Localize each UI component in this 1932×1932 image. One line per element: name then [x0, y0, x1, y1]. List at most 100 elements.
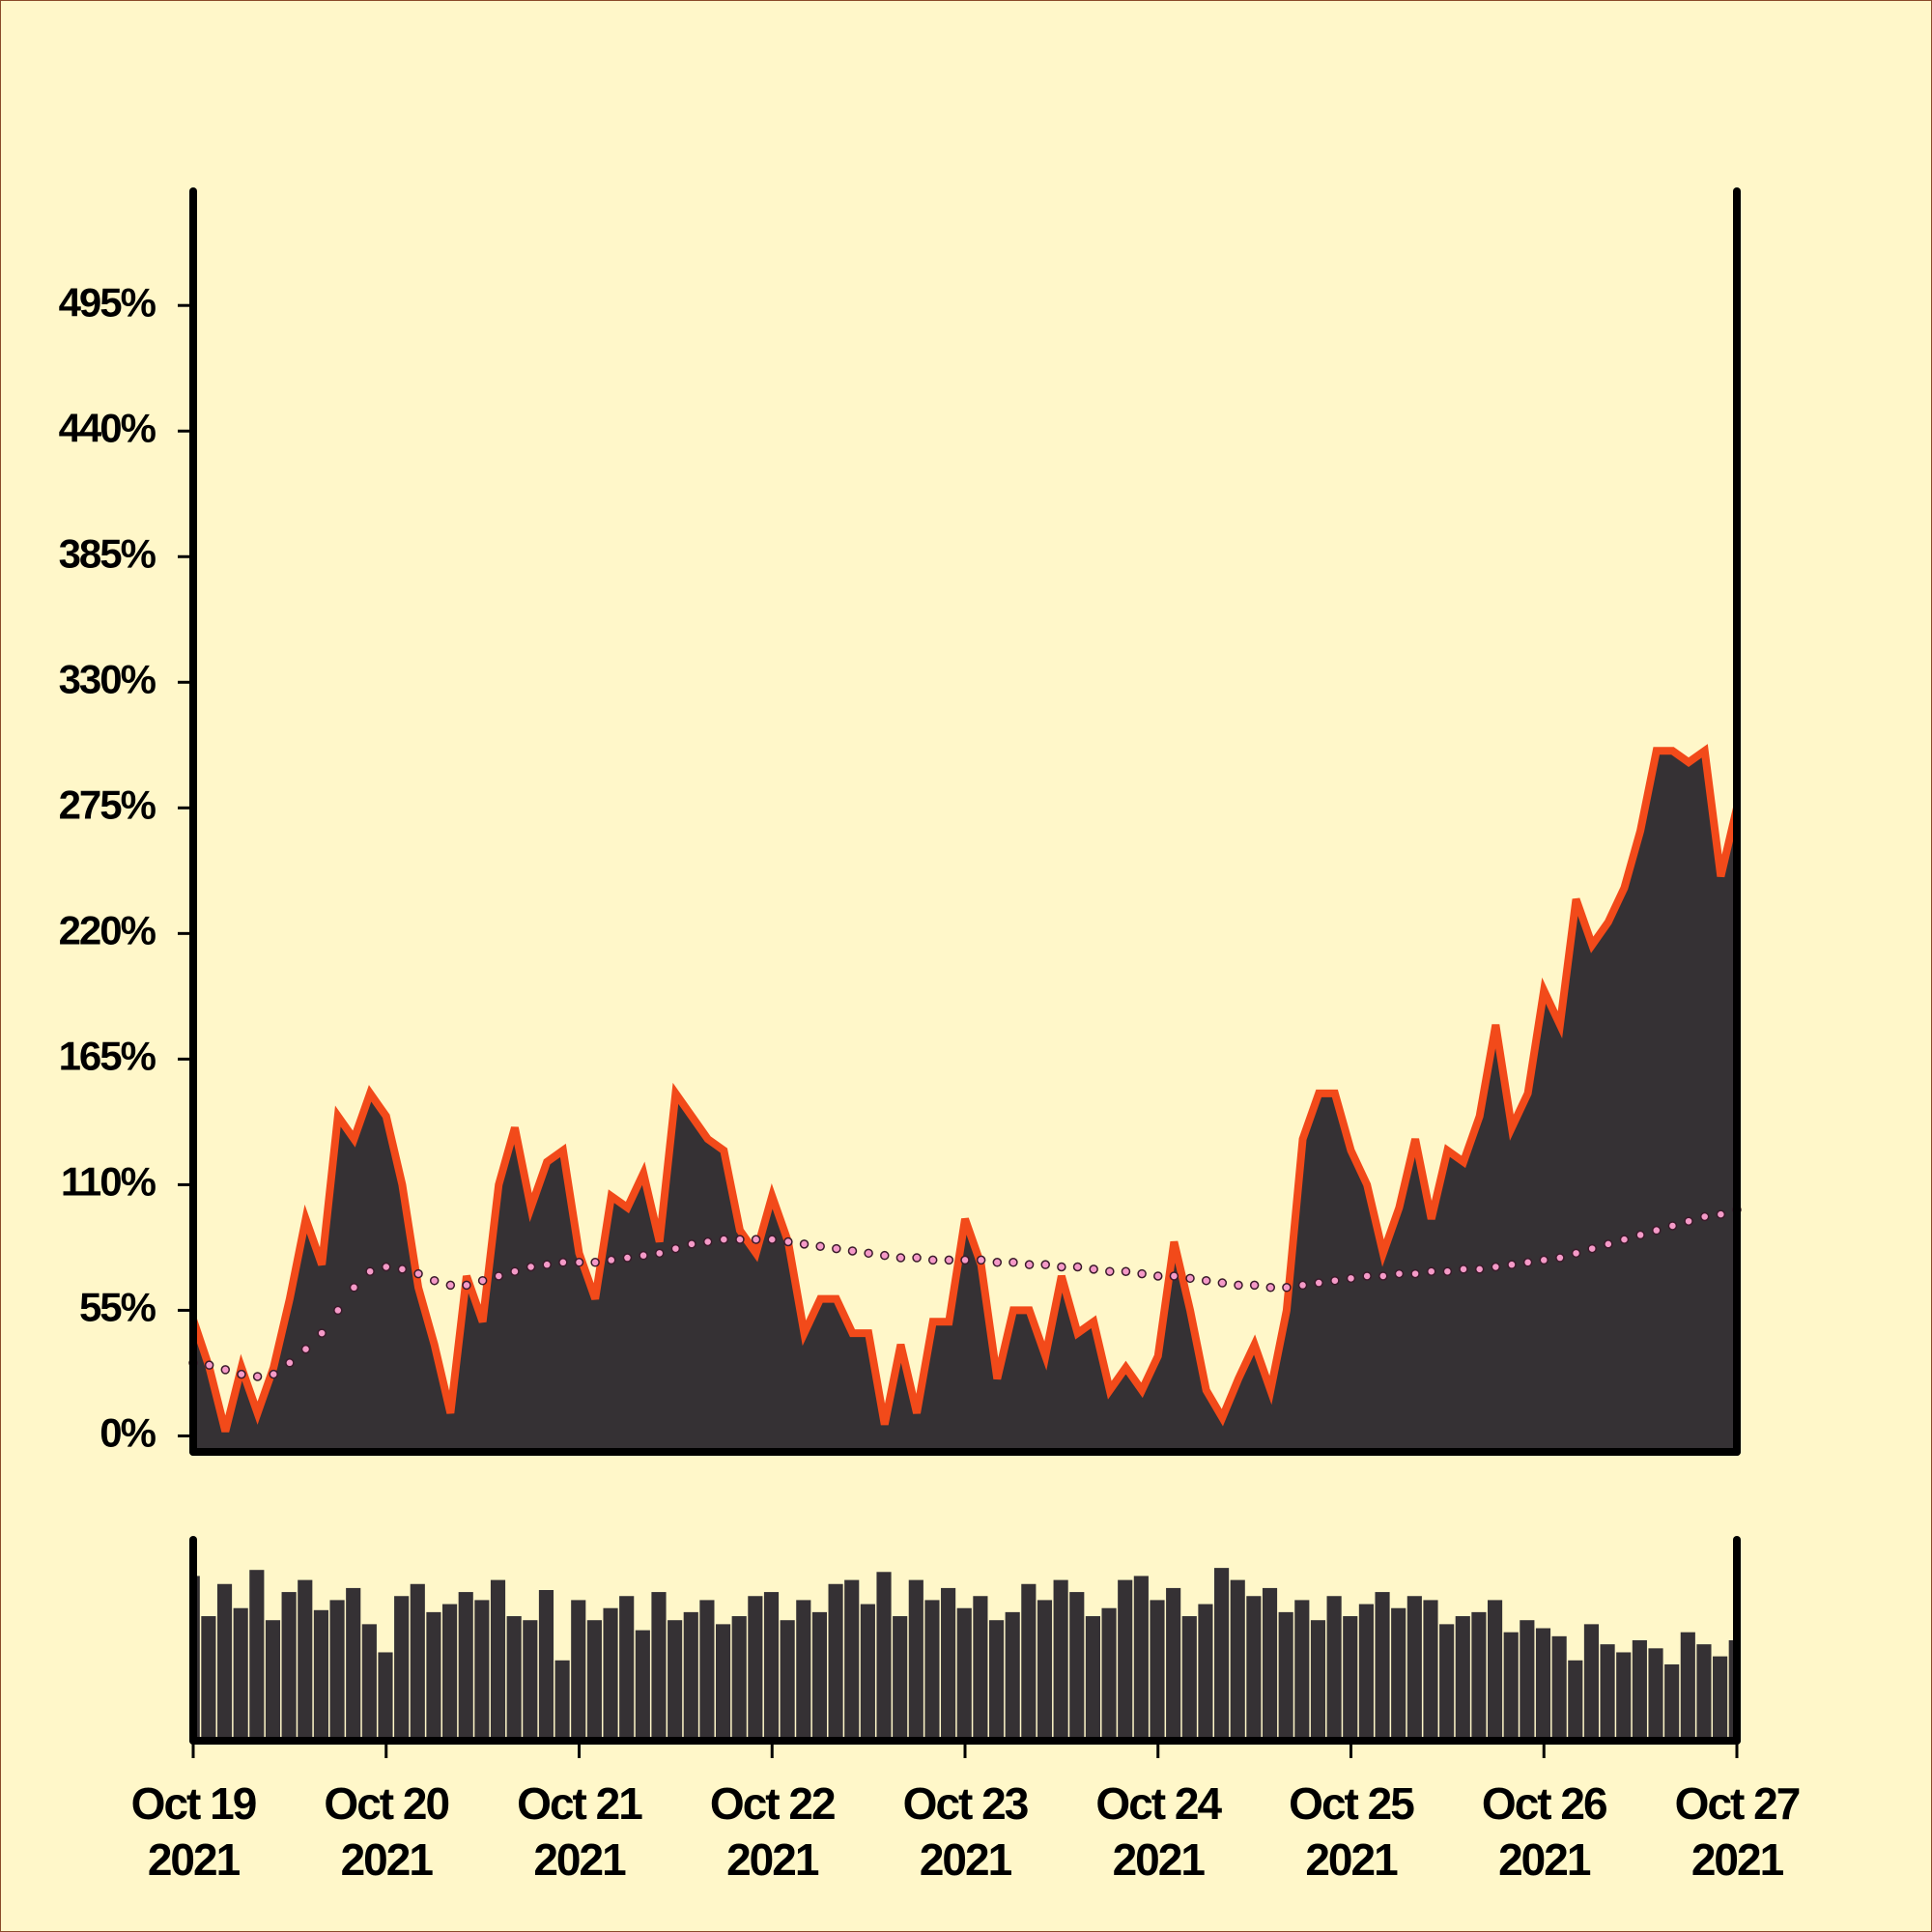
- y-tick-label: 0%: [99, 1410, 156, 1456]
- volume-bar: [1005, 1611, 1020, 1741]
- volume-bar: [651, 1592, 667, 1741]
- ma-dot: [1217, 1278, 1228, 1288]
- volume-bar: [571, 1600, 586, 1741]
- ma-dot: [1394, 1268, 1405, 1279]
- ma-dot: [832, 1243, 841, 1254]
- volume-bar: [1503, 1632, 1519, 1741]
- ma-dot: [1522, 1258, 1533, 1267]
- ma-dot: [767, 1235, 777, 1244]
- ma-dot: [799, 1239, 810, 1249]
- volume-bar: [1391, 1607, 1406, 1741]
- y-tick-label: 440%: [59, 405, 156, 450]
- volume-bar: [1535, 1628, 1551, 1741]
- volume-bar: [1439, 1624, 1455, 1741]
- ma-dot: [462, 1280, 471, 1291]
- volume-bar: [281, 1592, 297, 1741]
- ma-dot: [445, 1280, 456, 1291]
- volume-bar: [265, 1620, 281, 1741]
- volume-bar: [1487, 1600, 1503, 1741]
- ma-dot: [349, 1283, 359, 1293]
- ma-dot: [574, 1258, 584, 1267]
- volume-bar: [201, 1616, 216, 1741]
- x-tick-label: Oct 25 2021: [1289, 1778, 1415, 1885]
- y-tick-label: 165%: [59, 1033, 156, 1078]
- volume-bar: [233, 1607, 248, 1741]
- ma-dot: [1459, 1264, 1468, 1274]
- ma-dot: [1330, 1275, 1340, 1286]
- volume-bar: [490, 1579, 506, 1741]
- ma-dot: [880, 1250, 890, 1261]
- volume-bar: [699, 1600, 715, 1741]
- x-tick-label: Oct 19 2021: [130, 1778, 258, 1885]
- volume-bar: [313, 1609, 328, 1741]
- ma-dot: [1426, 1266, 1436, 1276]
- volume-bar: [1358, 1604, 1374, 1741]
- ma-dot: [382, 1262, 391, 1272]
- volume-bar: [941, 1587, 956, 1741]
- ma-dot: [1346, 1273, 1356, 1284]
- ma-dot: [1009, 1258, 1018, 1267]
- ma-dot: [1153, 1271, 1163, 1281]
- volume-bar: [1166, 1587, 1181, 1741]
- volume-bar: [811, 1611, 828, 1741]
- volume-bar: [329, 1600, 345, 1741]
- volume-bar: [1551, 1635, 1567, 1741]
- y-tick-label: 275%: [59, 781, 156, 827]
- ma-dot: [992, 1258, 1003, 1267]
- ma-dot: [654, 1248, 665, 1259]
- ma-dot: [1169, 1271, 1179, 1281]
- volume-bar: [586, 1620, 602, 1741]
- volume-bar: [1198, 1604, 1213, 1741]
- volume-bar: [1262, 1587, 1278, 1741]
- y-tick-label: 220%: [59, 907, 156, 952]
- ma-dot: [269, 1369, 278, 1379]
- ma-dot: [220, 1365, 231, 1375]
- volume-bar: [683, 1611, 698, 1741]
- volume-bar: [1021, 1583, 1037, 1741]
- volume-bar: [1600, 1644, 1615, 1741]
- area-line: [189, 744, 1741, 1433]
- volume-bar: [442, 1604, 458, 1741]
- ma-dot: [895, 1253, 906, 1263]
- ma-dot: [1040, 1260, 1050, 1269]
- ma-dot: [590, 1258, 600, 1267]
- volume-bar: [1230, 1579, 1245, 1741]
- volume-bar: [1101, 1607, 1117, 1741]
- volume-bar: [1728, 1640, 1736, 1741]
- ma-dot: [1652, 1225, 1662, 1236]
- volume-bar: [780, 1620, 795, 1741]
- volume-bar: [298, 1579, 313, 1741]
- volume-bar: [249, 1570, 265, 1741]
- volume-bar: [410, 1583, 425, 1741]
- volume-bar: [1310, 1620, 1326, 1741]
- y-tick-label: 495%: [59, 279, 156, 325]
- volume-bar: [924, 1600, 940, 1741]
- ma-dot: [1057, 1262, 1066, 1272]
- volume-bar: [908, 1579, 923, 1741]
- ma-dot: [1201, 1275, 1211, 1286]
- x-tick-label: Oct 24 2021: [1095, 1778, 1222, 1885]
- volume-bar: [1664, 1663, 1680, 1741]
- ma-dot: [1667, 1221, 1678, 1231]
- volume-bar: [1326, 1596, 1342, 1741]
- volume-bar: [1214, 1568, 1230, 1741]
- volume-bar: [1118, 1579, 1133, 1741]
- volume-bar: [796, 1600, 811, 1741]
- volume-bar: [973, 1596, 988, 1741]
- ma-dot: [1297, 1280, 1308, 1291]
- ma-dot: [333, 1305, 343, 1316]
- volume-bar: [1648, 1648, 1663, 1741]
- y-tick-label: 55%: [79, 1285, 156, 1330]
- ma-dot: [510, 1266, 520, 1276]
- volume-bar: [1133, 1576, 1149, 1741]
- volume-bar: [1520, 1620, 1535, 1741]
- volume-bar: [554, 1660, 570, 1741]
- ma-dot: [526, 1262, 536, 1272]
- ma-dot: [542, 1260, 552, 1269]
- ma-dot: [1571, 1248, 1581, 1259]
- ma-dot: [429, 1275, 440, 1286]
- volume-bar: [216, 1583, 233, 1741]
- volume-bar: [1616, 1652, 1632, 1741]
- ma-dot: [1474, 1264, 1485, 1274]
